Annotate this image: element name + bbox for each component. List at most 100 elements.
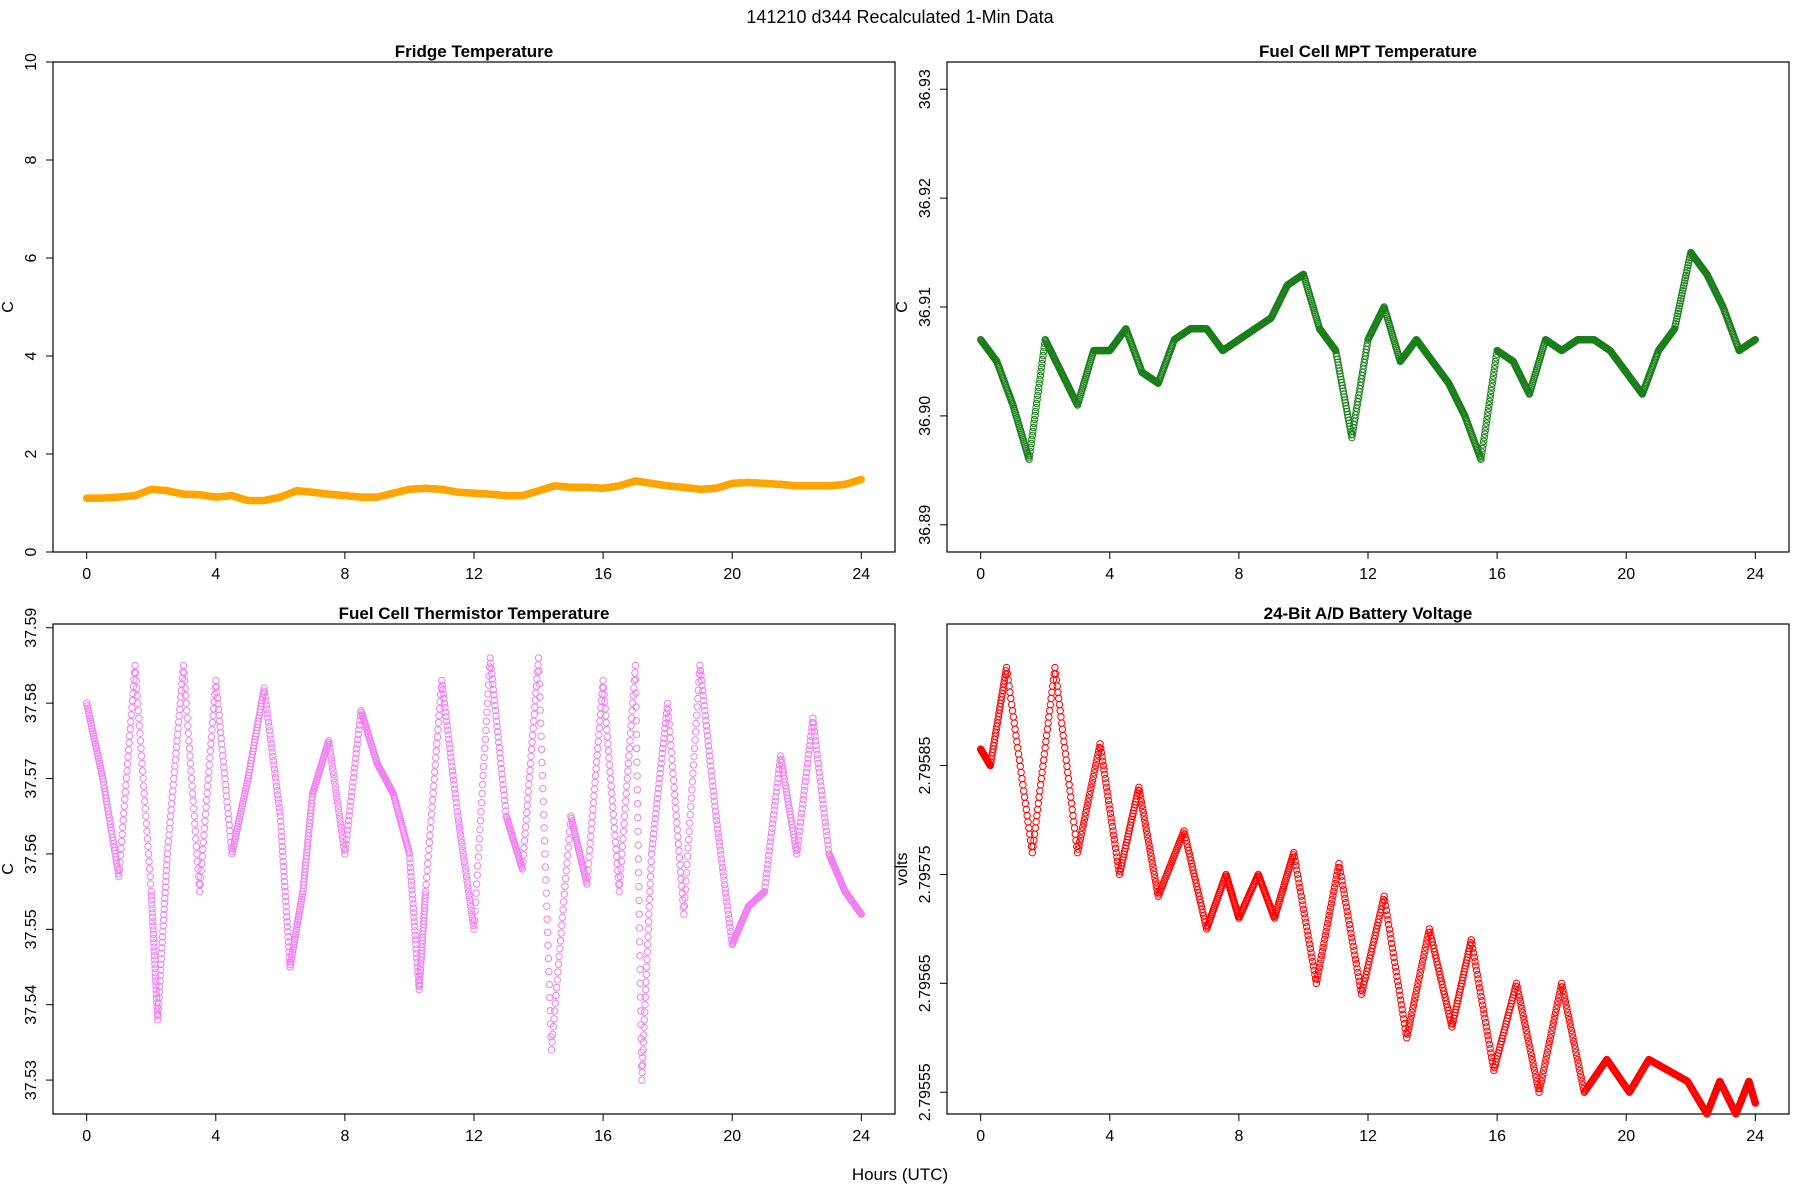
panel-title: Fuel Cell MPT Temperature (1259, 42, 1477, 61)
data-point (138, 759, 146, 768)
data-point (558, 921, 566, 929)
data-point (693, 711, 701, 719)
data-point (590, 792, 598, 800)
x-tick-label: 20 (723, 1128, 741, 1145)
data-point (142, 812, 150, 820)
data-point (1042, 731, 1051, 740)
data-point (521, 830, 529, 838)
plot-frame (946, 623, 1790, 1115)
data-point (545, 980, 554, 989)
data-point (474, 853, 483, 861)
y-tick-label: 0 (23, 547, 40, 556)
data-point (683, 852, 692, 860)
x-tick-label: 24 (1746, 1128, 1764, 1145)
data-point (585, 853, 593, 861)
data-point (523, 809, 531, 817)
data-point (118, 830, 126, 839)
data-point (635, 938, 644, 946)
data-point (556, 944, 564, 953)
data-point (538, 758, 546, 767)
data-point (563, 851, 572, 859)
data-point (1033, 805, 1042, 814)
data-point (144, 850, 153, 858)
data-point (430, 775, 438, 783)
data-point (141, 797, 149, 805)
data-point (631, 675, 640, 683)
data-point (470, 925, 478, 934)
data-point (542, 876, 550, 884)
data-point (527, 745, 536, 754)
data-point (521, 823, 530, 831)
data-point (674, 840, 683, 848)
data-point (634, 869, 643, 877)
data-point (1057, 713, 1065, 721)
data-point (206, 754, 214, 762)
data-point (1062, 756, 1070, 764)
data-point (555, 952, 563, 961)
data-point (1051, 663, 1059, 672)
data-point (674, 833, 682, 841)
data-point (128, 703, 136, 712)
data-point (608, 796, 616, 804)
data-point (526, 759, 535, 768)
data-point (601, 704, 609, 713)
data-point (1070, 824, 1079, 832)
data-point (202, 803, 210, 811)
data-point (558, 913, 567, 922)
data-point (546, 993, 554, 1002)
data-point (1007, 694, 1015, 703)
data-point (530, 717, 538, 725)
data-point (636, 951, 644, 960)
data-point (1070, 818, 1078, 826)
data-point (562, 867, 571, 875)
data-point (1047, 694, 1055, 703)
data-point (127, 711, 136, 719)
data-point (689, 769, 697, 777)
data-point (692, 719, 700, 728)
data-point (527, 752, 535, 761)
data-point (1039, 756, 1048, 764)
data-point (528, 731, 537, 740)
data-point (200, 824, 209, 832)
data-point (547, 1046, 556, 1054)
y-tick-label: 36.92 (917, 178, 934, 218)
data-point (428, 796, 437, 804)
data-point (423, 866, 431, 875)
data-point (611, 831, 619, 840)
data-point (183, 714, 191, 722)
data-point (207, 740, 215, 748)
data-point (187, 767, 195, 775)
data-point (1061, 750, 1070, 758)
data-point (482, 717, 491, 725)
data-point (1060, 737, 1068, 746)
data-point (536, 706, 544, 714)
data-point (550, 1015, 558, 1023)
data-point (472, 889, 480, 897)
data-point (627, 722, 635, 730)
data-point (1033, 811, 1041, 820)
data-point (188, 782, 196, 790)
data-point (143, 835, 152, 843)
series-1 (976, 248, 1760, 464)
data-point (120, 802, 129, 810)
data-point (165, 831, 173, 839)
data-point (1007, 700, 1016, 709)
data-point (635, 924, 644, 932)
data-point (592, 758, 601, 766)
data-point (145, 865, 154, 873)
data-point (192, 842, 201, 851)
data-point (589, 805, 597, 814)
x-tick-label: 4 (211, 566, 220, 583)
data-point (479, 762, 488, 771)
data-point (1050, 670, 1058, 678)
x-tick-label: 8 (340, 1128, 349, 1145)
data-point (523, 801, 531, 810)
data-point (1022, 805, 1030, 814)
data-point (1059, 731, 1067, 740)
plot-frame (52, 61, 896, 553)
data-point (431, 761, 439, 769)
y-axis-label: C (894, 301, 911, 313)
data-point (202, 796, 211, 804)
data-point (135, 722, 144, 730)
data-point (561, 882, 569, 891)
